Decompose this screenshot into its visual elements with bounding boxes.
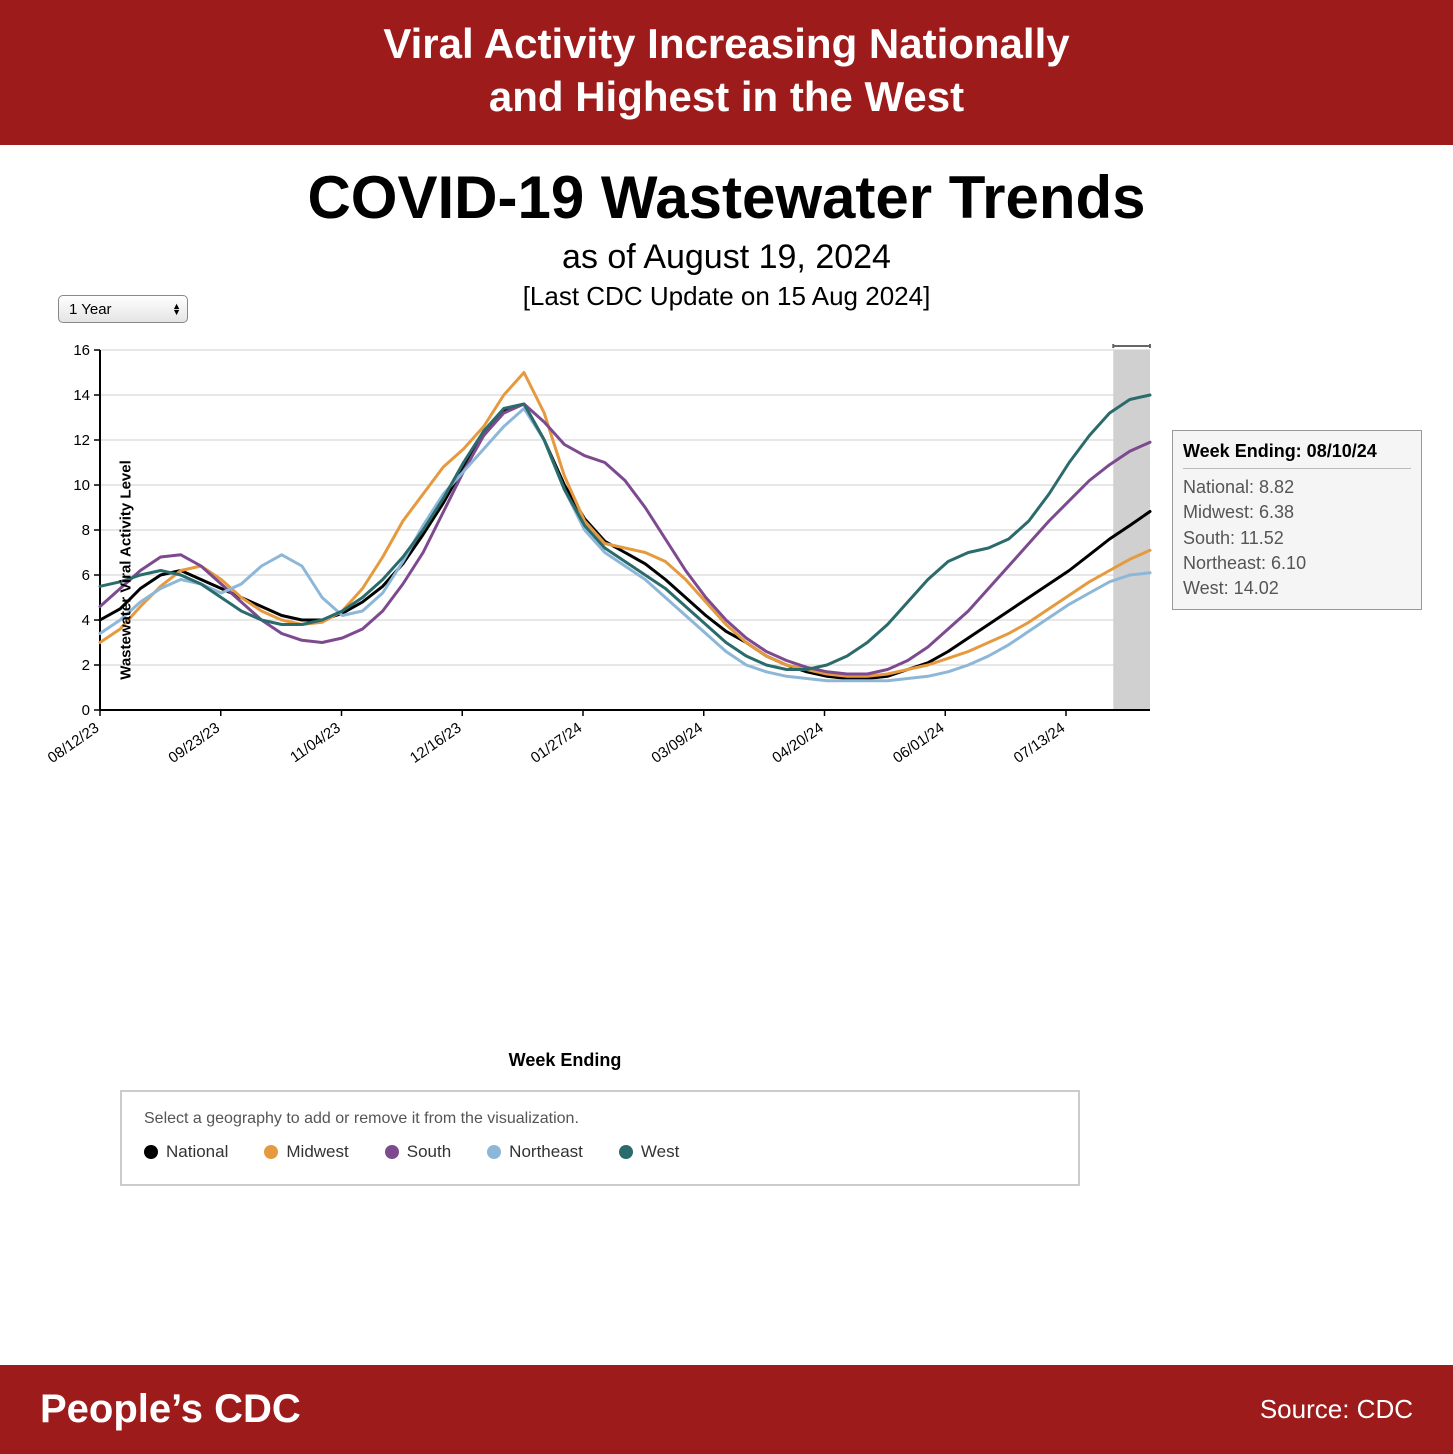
legend-item-label: National [166, 1142, 228, 1162]
highlight-bracket-icon [1113, 344, 1150, 348]
subtitle: as of August 19, 2024 [0, 238, 1453, 277]
x-tick-label: 09/23/23 [165, 719, 223, 766]
legend-dot-icon [264, 1145, 278, 1159]
tooltip-row: Midwest: 6.38 [1183, 500, 1411, 525]
y-tick-label: 8 [82, 522, 90, 539]
y-tick-label: 0 [82, 702, 90, 719]
legend-items: National Midwest South Northeast West [144, 1142, 1056, 1162]
legend-item-label: South [407, 1142, 451, 1162]
header-banner: Viral Activity Increasing Nationally and… [0, 0, 1453, 145]
series-line[interactable] [100, 404, 1150, 674]
series-line[interactable] [100, 373, 1150, 677]
chart-area: Wastewater Viral Activity Level 0 2 4 6 8 10 1… [30, 340, 1160, 800]
tooltip-box: Week Ending: 08/10/24 National: 8.82Midw… [1172, 430, 1422, 610]
y-tick-label: 14 [73, 387, 90, 404]
legend-dot-icon [487, 1145, 501, 1159]
legend-item-label: Midwest [286, 1142, 348, 1162]
x-tick-label: 12/16/23 [407, 719, 465, 766]
x-tick-label: 04/20/24 [769, 719, 827, 766]
tooltip-row: West: 14.02 [1183, 576, 1411, 601]
legend-instruction: Select a geography to add or remove it f… [144, 1110, 1056, 1128]
x-tick-label: 06/01/24 [890, 719, 948, 766]
series-line[interactable] [100, 404, 1150, 679]
y-tick-label: 6 [82, 567, 90, 584]
footer-banner: People’s CDC Source: CDC [0, 1365, 1453, 1454]
legend-item[interactable]: South [385, 1142, 451, 1162]
x-tick-label: 03/09/24 [648, 719, 706, 766]
banner-line-2: and Highest in the West [0, 71, 1453, 124]
legend-item[interactable]: National [144, 1142, 228, 1162]
y-axis-label: Wastewater Viral Activity Level [117, 460, 134, 680]
tooltip-header: Week Ending: 08/10/24 [1183, 439, 1411, 469]
legend-item-label: West [641, 1142, 679, 1162]
legend-item[interactable]: Northeast [487, 1142, 583, 1162]
time-range-dropdown[interactable]: 1 Year ▲▼ [58, 295, 188, 323]
tooltip-row: Northeast: 6.10 [1183, 551, 1411, 576]
banner-line-1: Viral Activity Increasing Nationally [0, 18, 1453, 71]
tooltip-row: South: 11.52 [1183, 526, 1411, 551]
legend-item-label: Northeast [509, 1142, 583, 1162]
y-tick-label: 12 [73, 432, 90, 449]
main-title: COVID-19 Wastewater Trends [0, 163, 1453, 232]
legend-item[interactable]: Midwest [264, 1142, 348, 1162]
y-tick-label: 4 [82, 612, 90, 629]
series-line[interactable] [100, 395, 1150, 670]
footer-source: Source: CDC [1260, 1394, 1413, 1425]
footer-org: People’s CDC [40, 1387, 301, 1432]
tooltip-row: National: 8.82 [1183, 475, 1411, 500]
chevron-updown-icon: ▲▼ [172, 303, 181, 315]
y-tick-label: 10 [73, 477, 90, 494]
y-tick-label: 16 [73, 342, 90, 359]
legend-dot-icon [144, 1145, 158, 1159]
dropdown-selected-label: 1 Year [69, 301, 112, 318]
update-note: [Last CDC Update on 15 Aug 2024] [0, 281, 1453, 312]
y-tick-label: 2 [82, 657, 90, 674]
x-axis-title: Week Ending [0, 1050, 1130, 1071]
x-tick-label: 07/13/24 [1011, 719, 1069, 766]
x-tick-label: 08/12/23 [45, 719, 103, 766]
legend-box: Select a geography to add or remove it f… [120, 1090, 1080, 1186]
line-chart[interactable]: 0 2 4 6 8 10 12 14 16 08/12/23 09/23/23 11/04/23 12/… [30, 340, 1160, 800]
x-tick-label: 01/27/24 [528, 719, 586, 766]
legend-dot-icon [619, 1145, 633, 1159]
x-tick-label: 11/04/23 [287, 719, 344, 766]
legend-dot-icon [385, 1145, 399, 1159]
legend-item[interactable]: West [619, 1142, 679, 1162]
